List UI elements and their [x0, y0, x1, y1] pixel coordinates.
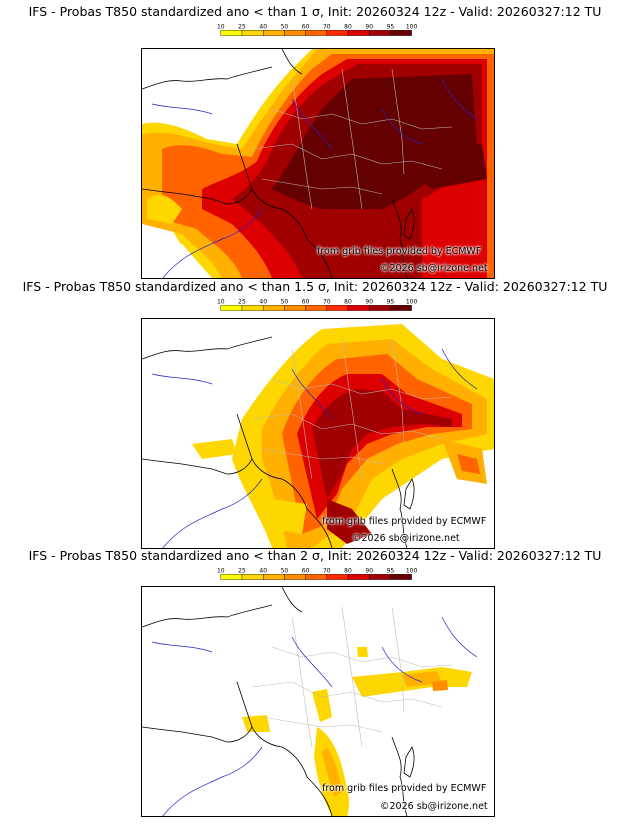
- panel-title: IFS - Probas T850 standardized ano < tha…: [22, 279, 608, 294]
- colorbar-tick-label: 40: [259, 23, 267, 30]
- colorbar-tick-label: 90: [365, 567, 373, 574]
- colorbar-tick-label: 40: [259, 567, 267, 574]
- colorbar-tick-label: 70: [323, 23, 331, 30]
- colorbar-tick-label: 80: [344, 23, 352, 30]
- colorbar-segment: [263, 30, 285, 36]
- colorbar-tick-label: 50: [281, 567, 289, 574]
- credit-source: from grib files provided by ECMWF: [317, 246, 482, 257]
- colorbar: 10 25 40 50 60 70 80 90 95 100: [217, 298, 418, 311]
- colorbar-tick-label: 10: [217, 298, 225, 305]
- colorbar-segment: [263, 305, 285, 311]
- panel-title: IFS - Probas T850 standardized ano < tha…: [28, 548, 602, 563]
- colorbar-tick-label: 50: [281, 23, 289, 30]
- colorbar-segment: [347, 30, 370, 36]
- colorbar-segment: [326, 30, 349, 36]
- colorbar-segment: [305, 574, 327, 580]
- borders: [251, 338, 453, 480]
- credit-site: ©2026 sb@irizone.net: [352, 533, 460, 544]
- rivers: [151, 78, 478, 278]
- colorbar-tick-label: 25: [238, 298, 246, 305]
- credit-source: from grib files provided by ECMWF: [322, 783, 487, 794]
- colorbar-tick-label: 10: [217, 567, 225, 574]
- colorbar-tick-label: 100: [406, 298, 418, 305]
- credit-source: from grib files provided by ECMWF: [322, 516, 487, 527]
- colorbar-segment: [347, 574, 370, 580]
- colorbar-segment: [241, 574, 264, 580]
- probability-field: [142, 49, 494, 278]
- colorbar-tick-label: 100: [406, 23, 418, 30]
- colorbar-tick-label: 95: [387, 567, 395, 574]
- colorbar-segment: [390, 574, 412, 580]
- colorbar-segment: [220, 305, 243, 311]
- colorbar-segment: [305, 30, 327, 36]
- colorbar-segment: [347, 305, 370, 311]
- borders: [251, 68, 453, 210]
- colorbar-tick-label: 40: [259, 298, 267, 305]
- probability-map: from grib files provided by ECMWF ©2026 …: [141, 318, 495, 549]
- colorbar-segment: [369, 574, 391, 580]
- colorbar-segment: [390, 30, 412, 36]
- colorbar: 10 25 40 50 60 70 80 90 95 100: [217, 567, 418, 580]
- colorbar-tick-label: 70: [323, 567, 331, 574]
- colorbar-segment: [263, 574, 285, 580]
- colorbar-tick-label: 10: [217, 23, 225, 30]
- colorbar-segment: [284, 30, 306, 36]
- colorbar-segment: [369, 30, 391, 36]
- colorbar-segment: [220, 30, 243, 36]
- coastlines: [142, 49, 415, 278]
- colorbar-segment: [326, 305, 349, 311]
- coastlines: [142, 336, 415, 548]
- colorbar-segment: [369, 305, 391, 311]
- panel-title: IFS - Probas T850 standardized ano < tha…: [28, 4, 602, 19]
- colorbar-segment: [220, 574, 243, 580]
- borders: [251, 606, 453, 748]
- colorbar-tick-label: 25: [238, 567, 246, 574]
- colorbar-segment: [305, 305, 327, 311]
- colorbar-tick-label: 95: [387, 298, 395, 305]
- probability-map: from grib files provided by ECMWF ©2026 …: [141, 48, 495, 279]
- map-panel-3: IFS - Probas T850 standardized ano < tha…: [0, 548, 630, 824]
- map-panel-1: IFS - Probas T850 standardized ano < tha…: [0, 4, 630, 280]
- colorbar-tick-label: 80: [344, 298, 352, 305]
- colorbar-tick-label: 80: [344, 567, 352, 574]
- colorbar-tick-label: 60: [302, 23, 310, 30]
- map-panel-2: IFS - Probas T850 standardized ano < tha…: [0, 279, 630, 555]
- colorbar-tick-label: 25: [238, 23, 246, 30]
- colorbar-tick-label: 60: [302, 298, 310, 305]
- colorbar-segment: [284, 305, 306, 311]
- colorbar-tick-label: 90: [365, 23, 373, 30]
- colorbar-segment: [326, 574, 349, 580]
- credit-site: ©2026 sb@irizone.net: [380, 801, 488, 812]
- colorbar-tick-label: 95: [387, 23, 395, 30]
- colorbar-segment: [284, 574, 306, 580]
- colorbar-tick-label: 90: [365, 298, 373, 305]
- probability-map: from grib files provided by ECMWF ©2026 …: [141, 586, 495, 817]
- colorbar: 10 25 40 50 60 70 80 90 95 100: [217, 23, 418, 36]
- colorbar-segment: [241, 305, 264, 311]
- colorbar-tick-label: 70: [323, 298, 331, 305]
- colorbar-tick-label: 100: [406, 567, 418, 574]
- colorbar-segment: [241, 30, 264, 36]
- colorbar-segment: [390, 305, 412, 311]
- rivers: [151, 348, 478, 548]
- rivers: [151, 616, 478, 816]
- colorbar-tick-label: 50: [281, 298, 289, 305]
- coastlines: [142, 587, 415, 816]
- credit-site: ©2026 sb@irizone.net: [380, 263, 488, 274]
- probability-field: [242, 647, 472, 816]
- colorbar-tick-label: 60: [302, 567, 310, 574]
